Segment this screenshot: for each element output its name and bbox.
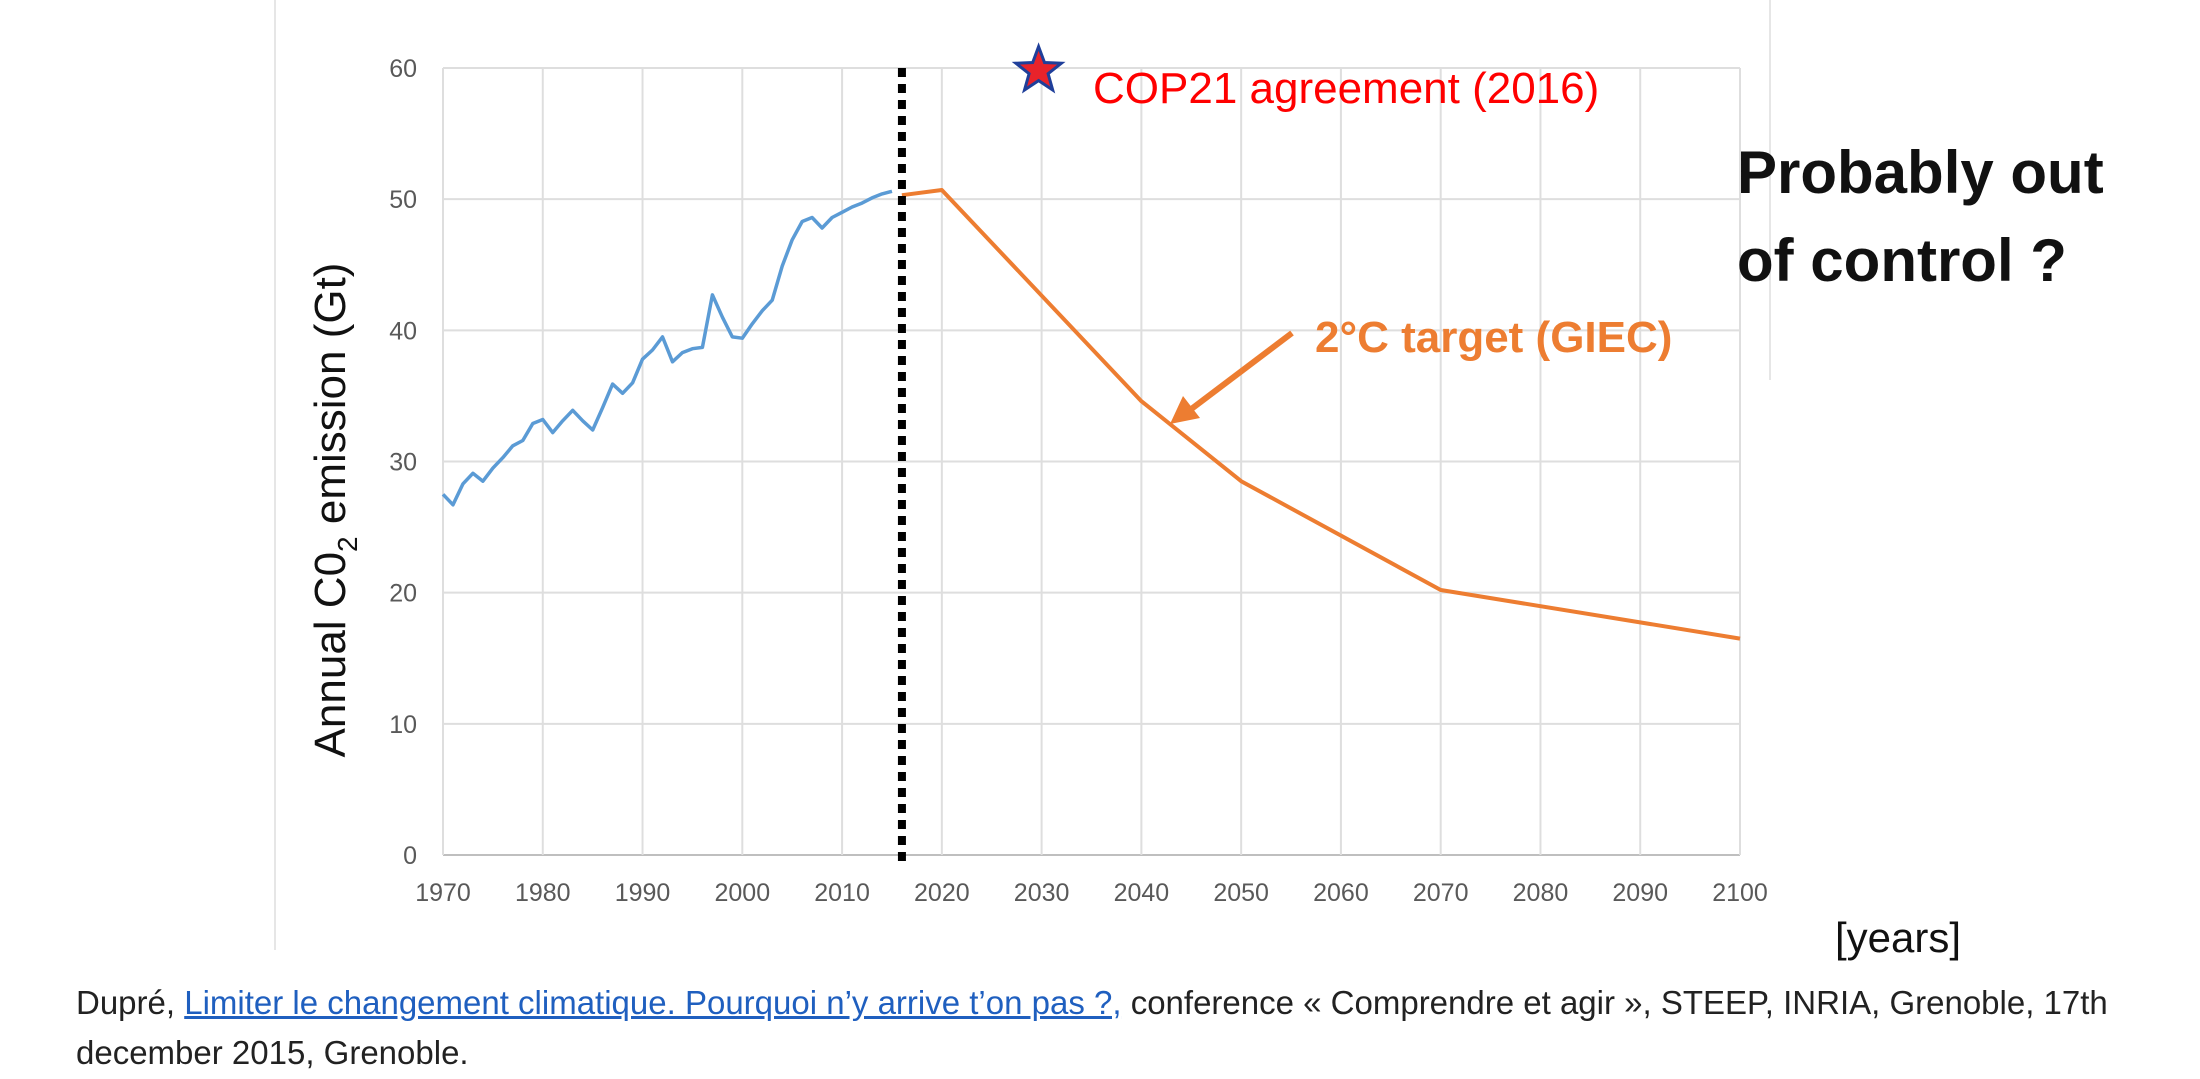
caption-link[interactable]: Limiter le changement climatique. Pourqu… [184,984,1122,1021]
x-tick-label-2050: 2050 [1213,879,1269,907]
chart-area [275,0,1770,950]
markers [897,42,1066,867]
out-of-control-line1: Probably out [1737,139,2104,206]
gridlines [442,67,1741,856]
x-tick-label-2060: 2060 [1313,879,1369,907]
x-tick-label-2000: 2000 [714,879,770,907]
y-axis-title-subscript: 2 [332,536,363,552]
y-axis-title-prefix: Annual C0 [306,552,355,757]
y-tick-label-40: 40 [389,317,417,345]
citation-caption: Dupré, Limiter le changement climatique.… [76,978,2136,1078]
x-tick-label-2030: 2030 [1014,879,1070,907]
series-line-historical [441,189,893,507]
x-tick-label-2020: 2020 [914,879,970,907]
x-tick-label-1980: 1980 [515,879,571,907]
x-tick-label-2040: 2040 [1114,879,1170,907]
target-annotation: 2°C target (GIEC) [1315,313,1672,362]
x-tick-label-2070: 2070 [1413,879,1469,907]
y-tick-label-20: 20 [389,580,417,608]
y-tick-label-0: 0 [403,842,417,870]
out-of-control-line2: of control ? [1737,227,2067,294]
caption-prefix: Dupré, [76,984,185,1021]
target-arrow-head [1170,396,1200,424]
x-tick-label-2100: 2100 [1712,879,1768,907]
series-line-target [901,188,1741,641]
x-tick-label-1970: 1970 [415,879,471,907]
x-tick-label-2090: 2090 [1612,879,1668,907]
caption-rest: conference « Comprendre et agir », STEEP… [76,984,2108,1071]
x-tick-label-2080: 2080 [1513,879,1569,907]
target-arrow-shaft [1188,330,1294,413]
y-axis-title: Annual C02 emission (Gt) [306,263,363,758]
x-tick-label-2010: 2010 [814,879,870,907]
cop21-annotation: COP21 agreement (2016) [1093,64,1599,113]
y-tick-label-30: 30 [389,449,417,477]
y-axis-title-suffix: emission (Gt) [306,263,355,537]
y-tick-label-10: 10 [389,711,417,739]
series [441,188,1741,641]
x-tick-label-1990: 1990 [615,879,671,907]
cop21-star-icon [1011,42,1066,94]
y-tick-label-60: 60 [389,55,417,83]
y-tick-label-50: 50 [389,186,417,214]
x-axis-title: [years] [1835,914,1961,961]
